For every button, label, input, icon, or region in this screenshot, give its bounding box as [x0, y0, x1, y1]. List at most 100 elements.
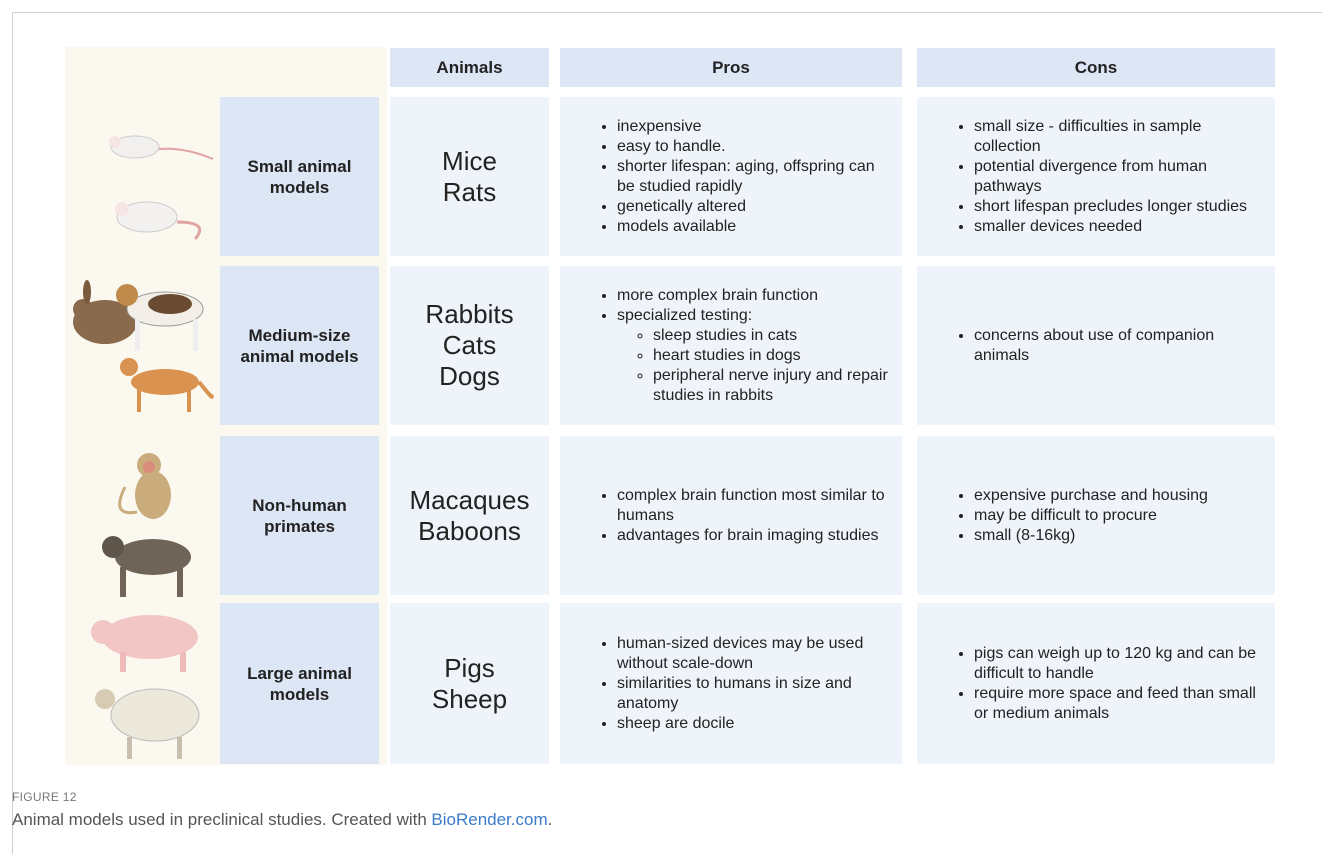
bullet-item: complex brain function most similar to h… [617, 486, 888, 526]
column-header: Animals [390, 48, 549, 87]
bullet-item: specialized testing: sleep studies in cat… [617, 306, 888, 406]
bullet-item: small size - difficulties in sample coll… [974, 117, 1261, 157]
animals-cell: Mice Rats [390, 97, 549, 256]
bullet-list: complex brain function most similar to h… [598, 486, 888, 546]
bullet-item: expensive purchase and housing [974, 486, 1261, 506]
bullet-text: expensive purchase and housing [974, 486, 1208, 504]
bullet-item: models available [617, 217, 888, 237]
figure-caption: Animal models used in preclinical studie… [12, 810, 552, 830]
bullet-text: complex brain function most similar to h… [617, 486, 885, 524]
baboon-icon [102, 536, 191, 597]
bullet-item: similarities to humans in size and anato… [617, 674, 888, 714]
group-label: Large animal models [220, 603, 379, 764]
sub-item: sleep studies in cats [653, 326, 888, 346]
rat-icon [115, 201, 201, 240]
bullet-text: models available [617, 217, 737, 235]
bullet-list: concerns about use of companion animals [955, 326, 1261, 366]
animals-cell: Pigs Sheep [390, 603, 549, 764]
macaque-icon [118, 453, 171, 519]
bullet-text: pigs can weigh up to 120 kg and can be d… [974, 644, 1256, 682]
figure: Animals Pros Cons Small animal models Mice Ra… [0, 0, 1322, 780]
animal-name: Rats [442, 176, 497, 207]
bullet-item: pigs can weigh up to 120 kg and can be d… [974, 644, 1261, 684]
bullet-text: small size - difficulties in sample coll… [974, 117, 1202, 155]
sub-item: heart studies in dogs [653, 346, 888, 366]
animal-name: Pigs [444, 652, 495, 683]
caption-text: Animal models used in preclinical studie… [12, 810, 427, 829]
bullet-text: sheep are docile [617, 714, 735, 732]
bullet-text: specialized testing: [617, 306, 753, 324]
rabbit-icon [73, 280, 137, 344]
bullet-list: small size - difficulties in sample coll… [955, 117, 1261, 237]
cons-cell: expensive purchase and housing may be dif… [917, 436, 1275, 595]
caption-link[interactable]: BioRender.com [431, 810, 548, 829]
animal-name: Mice [442, 145, 497, 176]
bullet-item: smaller devices needed [974, 217, 1261, 237]
bullet-item: require more space and feed than small o… [974, 684, 1261, 724]
sub-item: peripheral nerve injury and repair studi… [653, 366, 888, 406]
animals-cell: Macaques Baboons [390, 436, 549, 595]
bullet-item: genetically altered [617, 197, 888, 217]
cons-cell: concerns about use of companion animals [917, 266, 1275, 425]
bullet-list: pigs can weigh up to 120 kg and can be d… [955, 644, 1261, 724]
animal-name: Cats [442, 330, 497, 360]
bullet-text: inexpensive [617, 117, 702, 135]
bullet-text: concerns about use of companion animals [974, 326, 1215, 364]
bullet-item: more complex brain function [617, 286, 888, 306]
mouse-icon [109, 135, 214, 160]
bullet-text: small (8-16kg) [974, 526, 1076, 544]
bullet-text: more complex brain function [617, 286, 818, 304]
animal-illustrations [73, 135, 214, 759]
pig-icon [91, 615, 198, 672]
bullet-text: smaller devices needed [974, 217, 1143, 235]
animal-name: Dogs [439, 361, 500, 391]
bullet-text: genetically altered [617, 197, 746, 215]
bullet-text: potential divergence from human pathways [974, 157, 1208, 195]
group-label: Small animal models [220, 97, 379, 256]
caption-end: . [547, 810, 553, 829]
bullet-item: short lifespan precludes longer studies [974, 197, 1261, 217]
bullet-item: inexpensive [617, 117, 888, 137]
bullet-text: may be difficult to procure [974, 506, 1157, 524]
figure-frame [12, 12, 1322, 854]
bullet-text: advantages for brain imaging studies [617, 526, 879, 544]
bullet-text: short lifespan precludes longer studies [974, 197, 1248, 215]
bullet-list: human-sized devices may be used without … [598, 634, 888, 734]
animal-name: Macaques [409, 484, 530, 515]
cons-cell: small size - difficulties in sample coll… [917, 97, 1275, 256]
bullet-item: small (8-16kg) [974, 526, 1261, 546]
column-header: Pros [560, 48, 902, 87]
bullet-item: potential divergence from human pathways [974, 157, 1261, 197]
bullet-item: shorter lifespan: aging, offspring can b… [617, 157, 888, 197]
pros-cell: complex brain function most similar to h… [560, 436, 902, 595]
cat-icon [120, 358, 214, 412]
pros-cell: human-sized devices may be used without … [560, 603, 902, 764]
pros-cell: inexpensive easy to handle. shorter lifesp… [560, 97, 902, 256]
bullet-text: shorter lifespan: aging, offspring can b… [617, 157, 875, 195]
bullet-text: easy to handle. [617, 137, 726, 155]
bullet-item: easy to handle. [617, 137, 888, 157]
bullet-text: similarities to humans in size and anato… [617, 674, 852, 712]
bullet-item: human-sized devices may be used without … [617, 634, 888, 674]
bullet-list: inexpensive easy to handle. shorter lifesp… [598, 117, 888, 237]
animal-name: Sheep [431, 683, 508, 714]
animal-name: Baboons [418, 515, 521, 546]
group-label: Non-human primates [220, 436, 379, 595]
bullet-item: advantages for brain imaging studies [617, 526, 888, 546]
animal-name: Rabbits [425, 299, 514, 329]
bullet-list: more complex brain function specialized t… [598, 286, 888, 406]
bullet-list: expensive purchase and housing may be dif… [955, 486, 1261, 546]
bullet-item: may be difficult to procure [974, 506, 1261, 526]
group-label: Medium-size animal models [220, 266, 379, 425]
cons-cell: pigs can weigh up to 120 kg and can be d… [917, 603, 1275, 764]
pros-cell: more complex brain function specialized t… [560, 266, 902, 425]
column-header: Cons [917, 48, 1275, 87]
sheep-icon [95, 688, 200, 759]
bullet-text: require more space and feed than small o… [974, 684, 1256, 722]
figure-label: FIGURE 12 [12, 790, 77, 804]
dog-icon [116, 284, 204, 351]
bullet-item: sheep are docile [617, 714, 888, 734]
animals-cell: Rabbits Cats Dogs [390, 266, 549, 425]
bullet-text: human-sized devices may be used without … [617, 634, 864, 672]
